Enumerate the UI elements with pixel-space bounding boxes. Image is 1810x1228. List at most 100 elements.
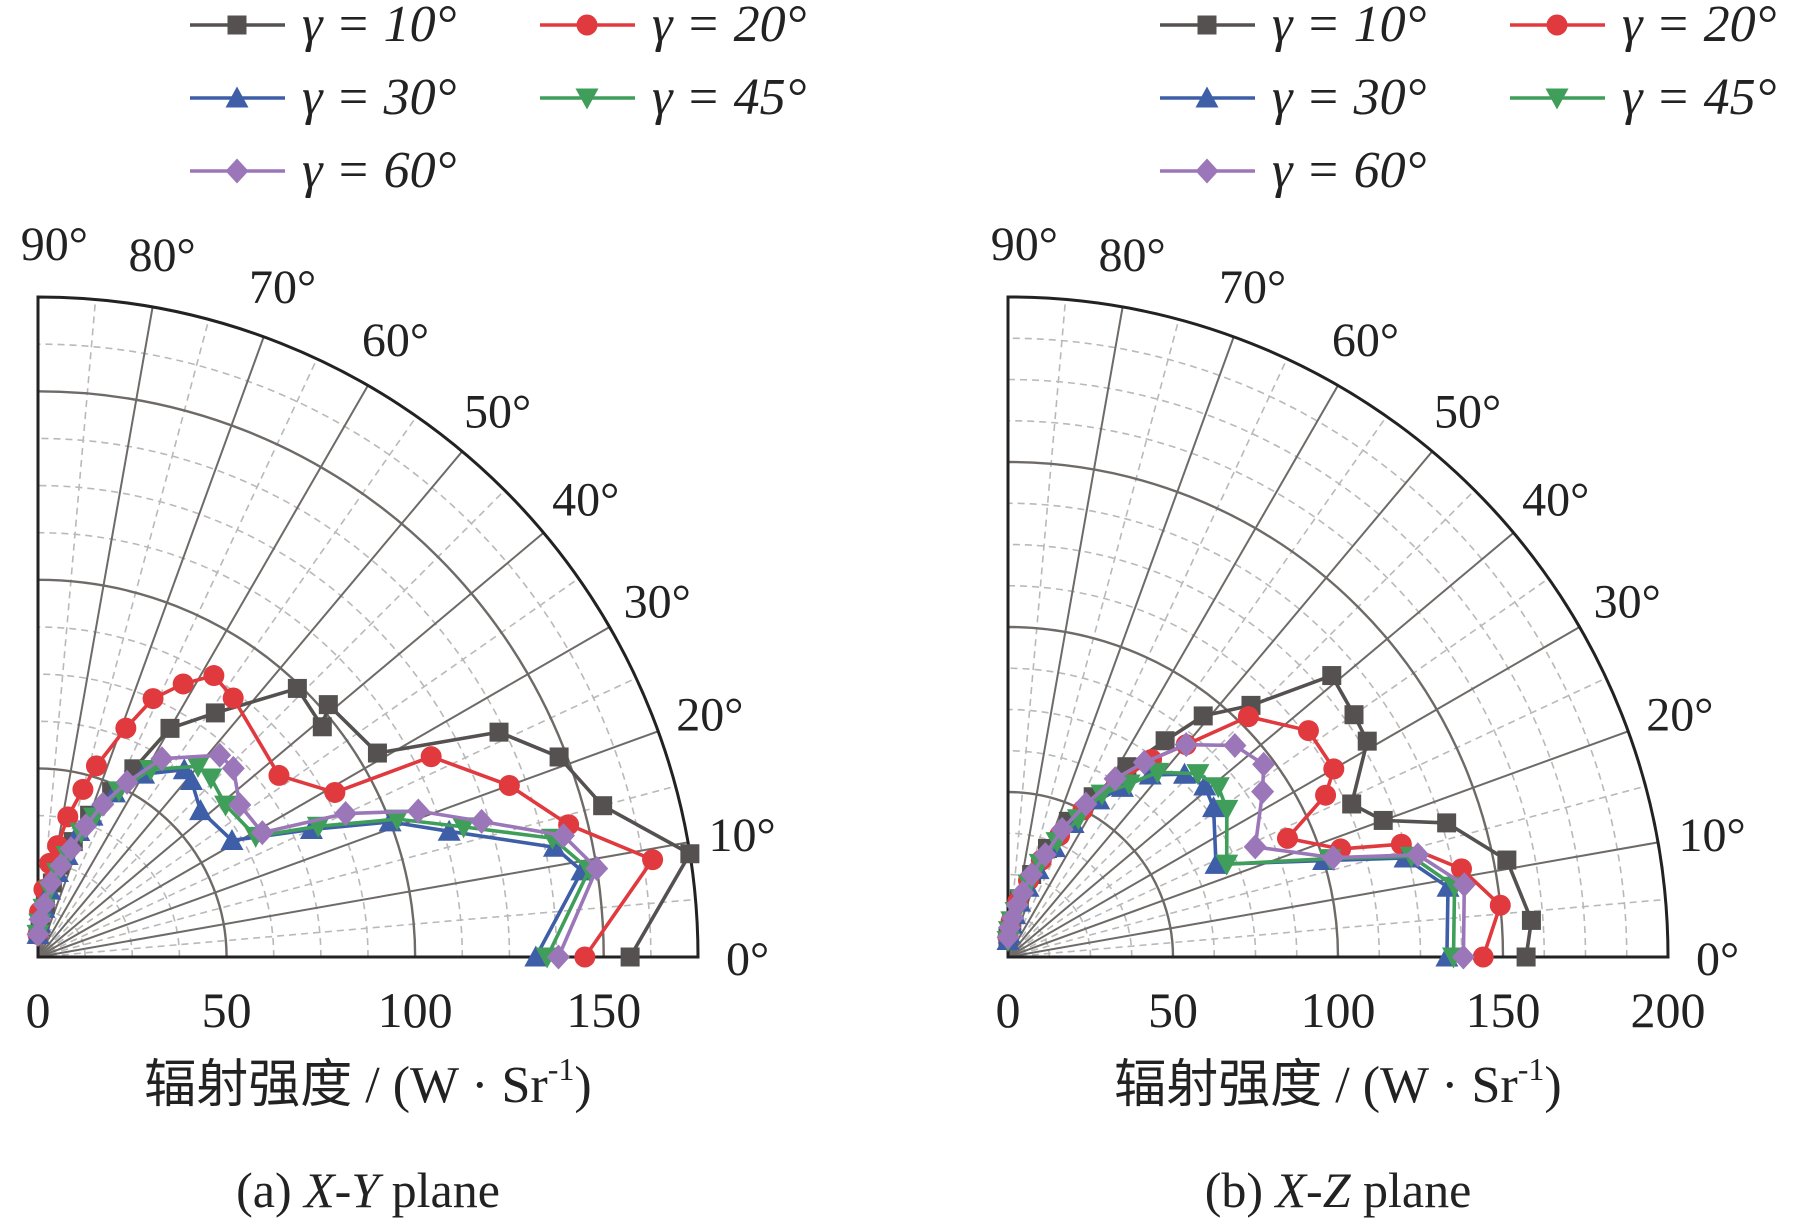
major-grid-spoke <box>1007 306 1124 958</box>
data-point <box>1243 834 1267 860</box>
data-point <box>367 743 387 763</box>
radial-axis-label: 辐射强度 / (W · Sr-1) <box>144 1051 591 1114</box>
data-point <box>139 760 163 782</box>
caption-suffix: plane <box>1351 1162 1472 1218</box>
minor-grid-spoke <box>37 489 506 958</box>
minor-grid-circle <box>37 861 134 958</box>
legend-item: γ = 60° <box>190 142 456 199</box>
angle-tick-label: 90° <box>991 218 1058 271</box>
legend-item: γ = 60° <box>1160 142 1426 199</box>
major-grid-spoke <box>37 384 369 958</box>
data-point <box>1276 827 1298 849</box>
legend-marker <box>1546 14 1568 36</box>
data-point <box>1497 850 1517 870</box>
major-grid-circle <box>1007 790 1175 958</box>
minor-grid-circle <box>37 531 464 958</box>
radial-tick-label: 100 <box>1301 982 1376 1038</box>
series-gamma-1 <box>27 665 664 968</box>
data-point <box>593 796 613 816</box>
data-point <box>142 688 164 710</box>
minor-grid-spoke <box>37 577 580 958</box>
data-point <box>1472 946 1494 968</box>
legend-b: γ = 10° γ = 20° γ = 30° γ = 45° γ = 60° <box>1160 0 1776 199</box>
data-point <box>1103 766 1127 792</box>
angle-tick-label: 70° <box>249 261 316 314</box>
legend-marker <box>1195 86 1219 108</box>
data-point <box>620 947 640 967</box>
legend-a: γ = 10° γ = 20° γ = 30° γ = 45° γ = 60° <box>190 0 806 199</box>
data-point <box>312 717 332 737</box>
angle-tick-label: 50° <box>464 385 531 438</box>
data-point <box>85 755 107 777</box>
data-point <box>228 792 252 818</box>
data-point <box>150 746 174 772</box>
data-point <box>160 718 180 738</box>
data-point <box>199 768 223 790</box>
legend-label: γ = 20° <box>1622 0 1776 53</box>
axis-label-main: 辐射强度 / (W · Sr <box>144 1057 547 1114</box>
data-point <box>1373 810 1393 830</box>
data-point <box>1489 894 1511 916</box>
caption-prefix: (a) <box>236 1162 304 1218</box>
data-point <box>680 844 700 864</box>
data-point <box>437 819 461 841</box>
data-point <box>28 906 52 932</box>
legend-item: γ = 20° <box>1510 0 1776 53</box>
series-gamma-4 <box>26 742 609 970</box>
legend-label: γ = 60° <box>302 142 456 199</box>
data-point <box>542 835 566 857</box>
minor-grid-circle <box>37 720 275 958</box>
major-grid-spoke <box>1007 626 1581 958</box>
legend-item: γ = 45° <box>1510 69 1776 126</box>
data-point <box>1521 910 1541 930</box>
data-point <box>1297 720 1319 742</box>
data-point <box>1090 784 1114 806</box>
angle-tick-label: 20° <box>1646 688 1713 741</box>
legend-label: γ = 30° <box>1272 69 1426 126</box>
legend-marker <box>1195 158 1219 184</box>
angle-tick-label: 80° <box>129 229 196 282</box>
caption-plane: X-Y <box>302 1162 384 1218</box>
minor-grid-circle <box>1007 419 1546 958</box>
data-point <box>1237 706 1259 728</box>
radial-tick-label: 50 <box>202 982 252 1038</box>
legend-marker <box>225 158 249 184</box>
data-point <box>1193 706 1213 726</box>
minor-grid-circle <box>1007 378 1587 958</box>
data-point <box>1342 794 1362 814</box>
radial-tick-label: 150 <box>1466 982 1541 1038</box>
polar-frame <box>1006 295 1670 959</box>
angle-tick-label: 30° <box>1594 576 1661 629</box>
data-point <box>1452 872 1476 898</box>
data-point <box>203 665 225 687</box>
minor-grid-circle <box>1007 667 1298 958</box>
data-point <box>324 781 346 803</box>
data-point <box>1020 862 1044 888</box>
data-point <box>1146 762 1170 784</box>
data-point <box>1050 816 1074 842</box>
minor-grid-circle <box>37 437 558 958</box>
data-point <box>1155 731 1175 751</box>
radial-axis-label: 辐射强度 / (W · Sr-1) <box>1114 1051 1561 1114</box>
minor-grid-spoke <box>37 677 637 958</box>
data-point <box>74 813 98 839</box>
legend-label: γ = 10° <box>1272 0 1426 53</box>
data-point <box>205 703 225 723</box>
data-point <box>642 849 664 871</box>
minor-grid-circle <box>37 814 181 958</box>
minor-grid-circle <box>1007 584 1381 958</box>
legend-item: γ = 20° <box>540 0 806 53</box>
legend-item: γ = 10° <box>1160 0 1426 53</box>
minor-grid-spoke <box>37 898 696 958</box>
data-point <box>1215 799 1239 821</box>
axis-label-close: ) <box>574 1057 591 1114</box>
data-point <box>549 747 569 767</box>
major-grid-spoke <box>1007 450 1434 958</box>
data-point <box>1204 852 1228 874</box>
angle-tick-label: 60° <box>1332 314 1399 367</box>
major-grid-spoke <box>37 626 611 958</box>
caption-prefix: (b) <box>1205 1162 1276 1218</box>
data-point <box>498 774 520 796</box>
legend-marker <box>576 14 598 36</box>
